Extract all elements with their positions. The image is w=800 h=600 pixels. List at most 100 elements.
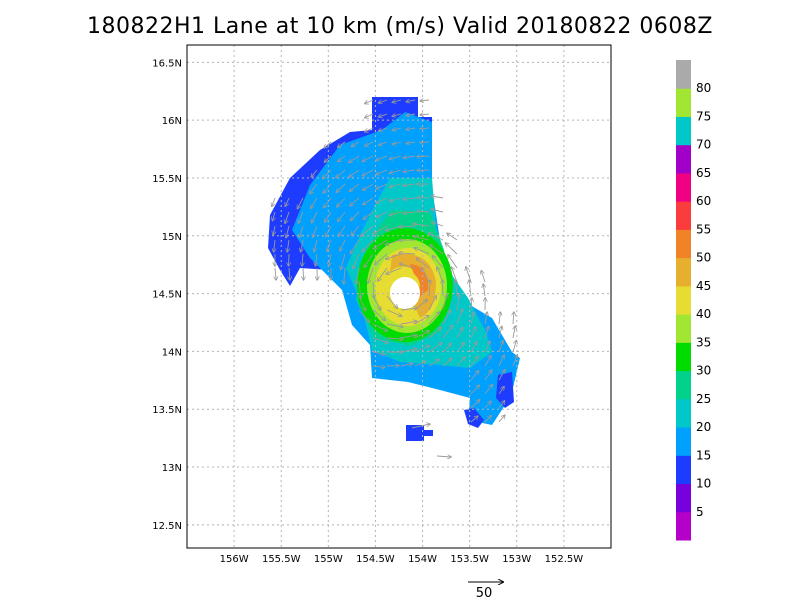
wind-vector: [403, 170, 416, 172]
wind-vector: [379, 127, 388, 131]
wind-vector: [368, 267, 374, 283]
wind-vector: [417, 156, 430, 157]
wind-vector: [513, 312, 514, 325]
colorbar-label: 50: [696, 251, 711, 265]
wind-vector: [338, 141, 346, 147]
wind-vector: [315, 253, 317, 266]
wind-vector: [498, 415, 505, 423]
lon-tick-label: 154.5W: [356, 554, 395, 565]
wind-patch-east: [496, 372, 514, 408]
lon-tick-label: 152.5W: [545, 554, 584, 565]
wind-vector: [372, 295, 381, 310]
wind-vector: [406, 100, 416, 102]
wind-vector: [413, 236, 430, 241]
wind-vector: [429, 233, 444, 241]
wind-vector: [365, 141, 374, 146]
wind-vector: [314, 239, 318, 252]
wind-vector: [484, 356, 491, 367]
wind-vector: [379, 141, 388, 145]
wind-vector: [311, 169, 318, 177]
wind-vector: [313, 225, 318, 237]
wind-vector: [400, 321, 417, 325]
wind-vector: [456, 357, 465, 367]
colorbar-segment: [676, 398, 691, 428]
colorbar-segment: [676, 144, 691, 174]
wind-vector: [470, 312, 474, 325]
wind-vector: [378, 267, 388, 281]
wind-vector: [376, 197, 388, 203]
wind-vector: [417, 211, 430, 212]
wind-vector: [376, 169, 388, 175]
colorbar-segment: [676, 427, 691, 456]
wind-vector: [420, 142, 430, 143]
wind-vector: [329, 253, 331, 266]
wind-vector: [362, 239, 374, 252]
colorbar: 5 10 15 20 25 30 35 40 45 50 55 60 65 70 75 80: [676, 60, 711, 541]
wind-vector: [499, 312, 500, 325]
wind-vector: [448, 255, 458, 269]
wind-vector: [470, 385, 479, 395]
colorbar-segment: [676, 201, 691, 230]
wind-vector: [403, 156, 416, 158]
wind-vector: [389, 169, 402, 173]
wind-vector: [363, 197, 374, 205]
wind-vector: [365, 113, 374, 118]
wind-vector: [389, 155, 402, 159]
wind-vector: [481, 271, 486, 283]
wind-vector: [273, 225, 275, 235]
map-title: 180822H1 Lane at 10 km (m/s) Valid 20180…: [87, 14, 713, 39]
colorbar-segment: [676, 483, 691, 513]
colorbar-label: 15: [696, 448, 711, 462]
wind-vector: [456, 294, 459, 311]
wind-speed-field: [268, 97, 520, 441]
wind-vector: [302, 253, 303, 266]
wind-vector: [406, 142, 416, 144]
wind-contour-55: [410, 264, 429, 298]
wind-vector: [470, 400, 480, 409]
graticule: [187, 45, 611, 548]
wind-vector: [498, 355, 504, 367]
wind-vector: [400, 363, 413, 366]
wind-vector: [389, 211, 402, 215]
colorbar-label: 30: [696, 364, 711, 378]
wind-vector: [400, 264, 416, 269]
wind-vector: [310, 183, 318, 194]
colorbar-segment: [676, 285, 691, 315]
wind-vector: [386, 267, 402, 274]
wind-vector: [430, 245, 444, 255]
wind-vector: [436, 456, 451, 457]
colorbar-label: 40: [696, 307, 711, 321]
wind-vector: [353, 253, 360, 269]
wind-vector: [392, 100, 402, 102]
wind-vector: [392, 114, 402, 116]
wind-vector: [484, 416, 491, 423]
wind-vector: [403, 212, 416, 213]
wind-vector: [378, 99, 388, 103]
wind-vector: [389, 183, 402, 187]
wind-vector: [416, 258, 430, 269]
wind-vector: [362, 169, 374, 176]
wind-vector: [298, 211, 304, 223]
colorbar-label: 75: [696, 109, 711, 123]
wind-vector: [272, 211, 275, 221]
wind-vector: [484, 327, 489, 339]
wind-vector: [324, 155, 332, 162]
longitude-axis: 156W 155.5W 155W 154.5W 154W 153.5W 153W 152.5W: [220, 554, 584, 565]
wind-vector: [428, 343, 442, 353]
wind-vector: [297, 197, 304, 209]
colorbar-label: 25: [696, 392, 711, 406]
colorbar-label: 70: [696, 138, 711, 152]
wind-vector: [413, 224, 430, 226]
wind-vector: [471, 298, 472, 311]
wind-vector: [484, 370, 492, 381]
wind-vector: [285, 197, 290, 206]
wind-vector: [285, 211, 290, 223]
wind-vector: [324, 141, 332, 148]
lon-tick-label: 156W: [220, 554, 249, 565]
wind-vectors: [272, 100, 518, 457]
wind-vector: [420, 100, 430, 101]
wind-vector: [338, 211, 346, 221]
colorbar-segment: [676, 455, 691, 485]
wind-vector: [325, 211, 332, 222]
